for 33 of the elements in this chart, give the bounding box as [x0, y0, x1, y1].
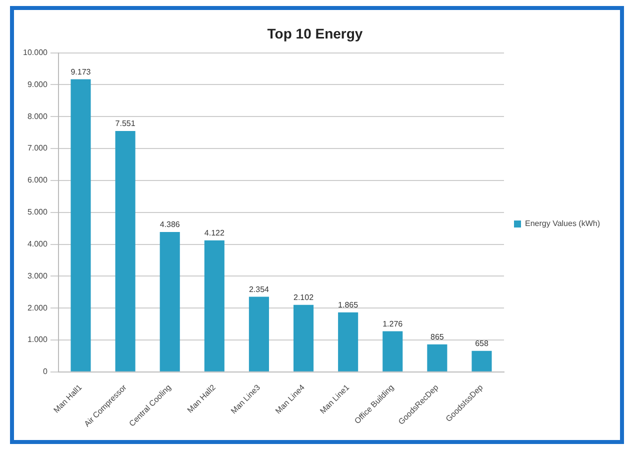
data-label: 1.276	[382, 319, 404, 328]
data-label: 658	[475, 339, 489, 348]
bar	[115, 130, 136, 372]
bar	[293, 304, 314, 372]
data-label: 2.102	[294, 293, 314, 302]
bar	[248, 296, 269, 372]
y-tick-label: 1.000	[27, 335, 48, 344]
bar	[204, 240, 224, 372]
y-tick-label: 0	[43, 367, 48, 376]
y-tick-label: 7.000	[27, 144, 48, 153]
bar	[70, 79, 91, 372]
bar	[338, 312, 358, 372]
y-tick-label: 3.000	[27, 271, 48, 280]
y-tick-label: 10.000	[23, 48, 48, 58]
y-tick-label: 5.000	[27, 208, 48, 217]
legend-label: Energy Values (kWh)	[525, 219, 600, 228]
bar	[160, 232, 180, 372]
data-label: 2.354	[248, 285, 270, 294]
data-label: 4.386	[160, 220, 180, 230]
data-label: 1.865	[338, 300, 359, 310]
data-label: 7.551	[115, 119, 136, 128]
data-label: 865	[430, 332, 444, 342]
y-tick-label: 8.000	[27, 112, 48, 121]
data-label: 9.173	[70, 67, 92, 76]
bar	[472, 350, 492, 372]
data-label: 4.122	[204, 228, 225, 238]
y-tick-label: 9.000	[27, 80, 48, 89]
chart-title: Top 10 Energy	[267, 25, 363, 42]
y-tick-label: 4.000	[27, 239, 48, 248]
y-tick-label: 6.000	[27, 176, 48, 185]
y-tick-label: 2.000	[27, 303, 48, 312]
bar	[382, 331, 403, 372]
bar	[427, 344, 448, 372]
